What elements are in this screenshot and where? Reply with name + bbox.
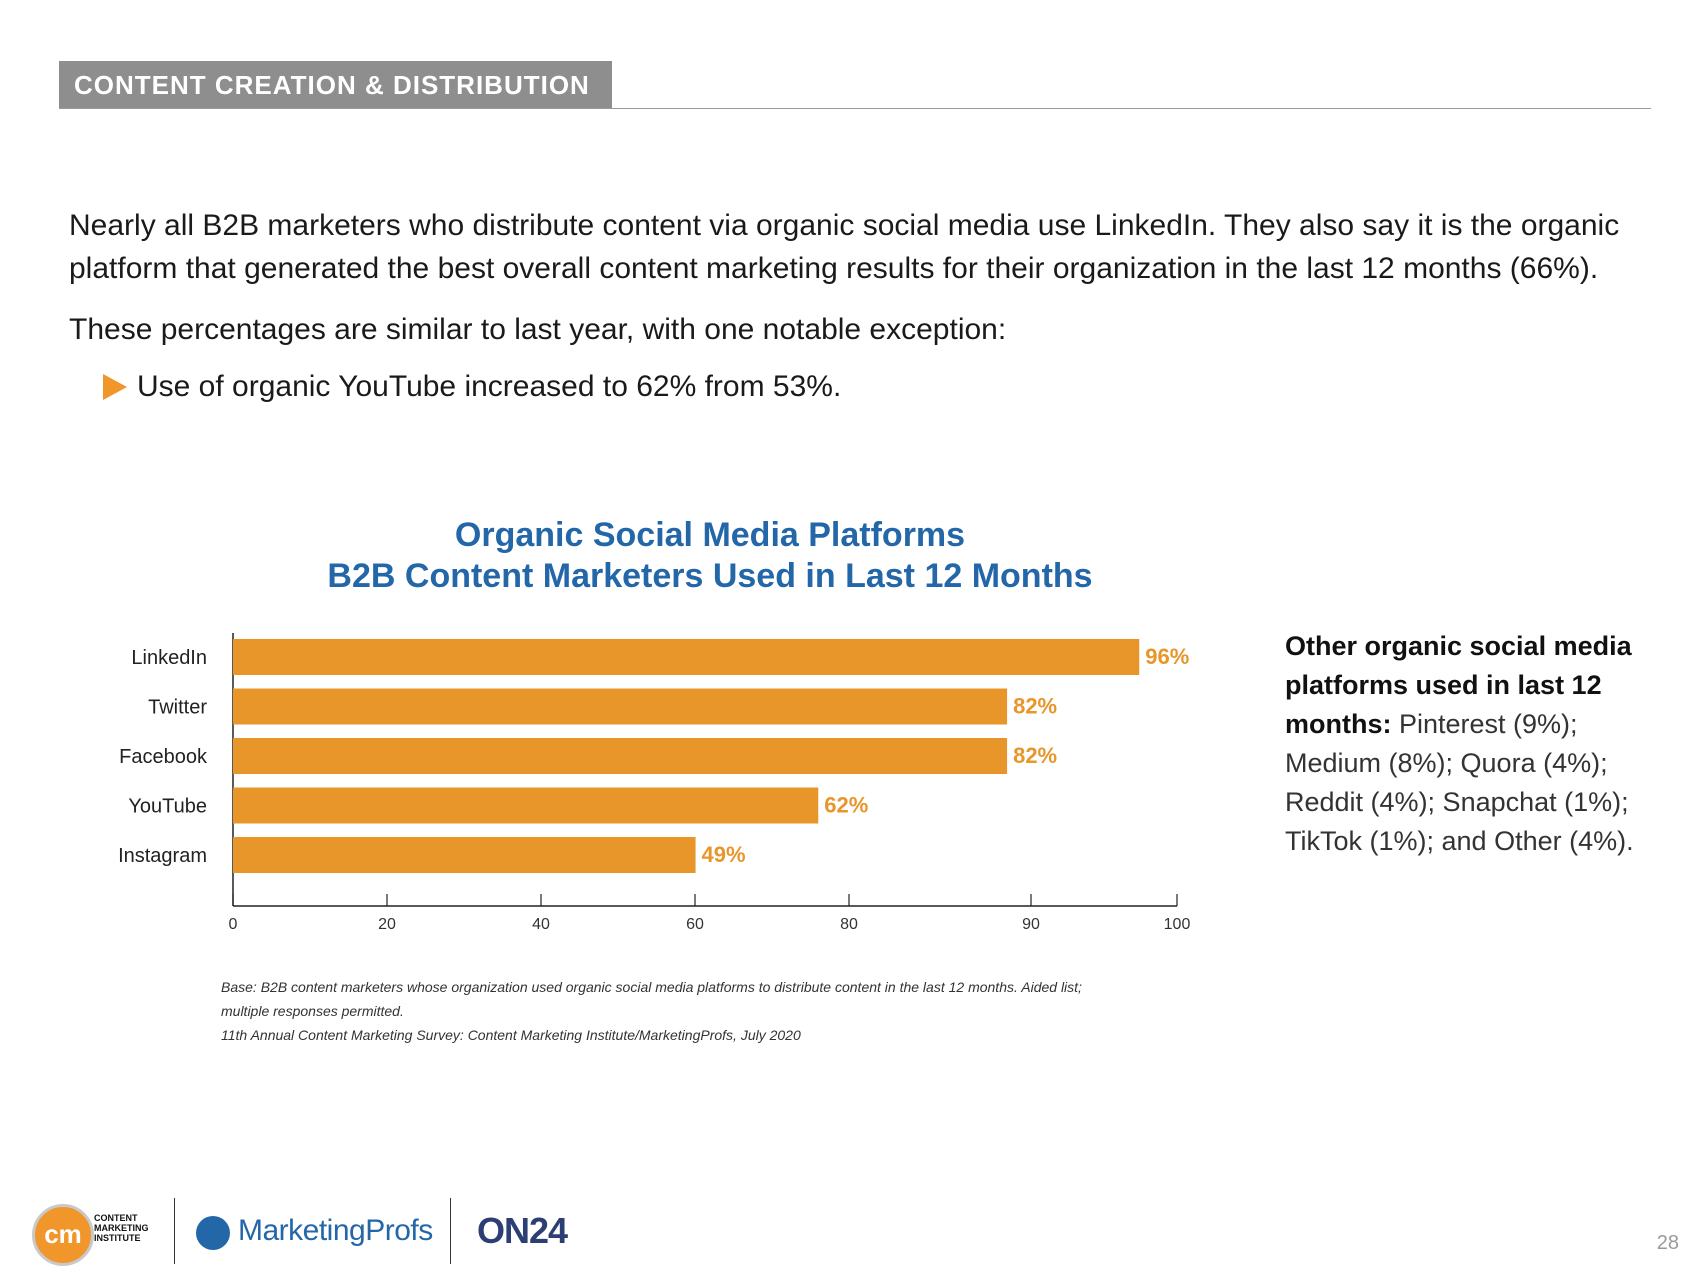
data-label: 82% bbox=[1013, 694, 1057, 719]
chart-title: Organic Social Media Platforms bbox=[454, 516, 966, 554]
intro-paragraph-2: These percentages are similar to last ye… bbox=[69, 313, 1007, 346]
marketingprofs-logo: MarketingProfs bbox=[238, 1214, 433, 1247]
header-divider bbox=[59, 108, 1651, 109]
cmi-logo-icon: cm bbox=[32, 1204, 94, 1266]
cmi-line-1: CONTENT bbox=[94, 1213, 138, 1223]
data-label: 62% bbox=[824, 793, 868, 818]
side-note: Other organic social media platforms use… bbox=[1285, 627, 1665, 861]
bar-instagram bbox=[233, 837, 696, 873]
cmi-line-3: INSTITUTE bbox=[94, 1233, 141, 1243]
side-note-heading: Other organic social media platforms use… bbox=[1285, 631, 1632, 739]
section-title: CONTENT CREATION & DISTRIBUTION bbox=[59, 61, 612, 109]
on24-logo: ON24 bbox=[477, 1210, 568, 1251]
bar-linkedin bbox=[233, 639, 1140, 675]
base-note-line-1: Base: B2B content marketers whose organi… bbox=[221, 979, 1082, 995]
logo-separator bbox=[450, 1198, 451, 1264]
category-label: LinkedIn bbox=[131, 647, 207, 669]
source-note: 11th Annual Content Marketing Survey: Co… bbox=[221, 1027, 801, 1043]
logo-separator bbox=[174, 1198, 175, 1264]
category-label: Twitter bbox=[148, 697, 207, 719]
x-tick-label: 80 bbox=[840, 916, 858, 933]
chart-title-block: Organic Social Media Platforms B2B Conte… bbox=[180, 515, 1240, 597]
page-number: 28 bbox=[1656, 1232, 1679, 1254]
marketingprofs-icon bbox=[196, 1216, 230, 1250]
bar-facebook bbox=[233, 738, 1008, 774]
category-label: Instagram bbox=[118, 845, 207, 867]
footer-logos: cm CONTENT MARKETING INSTITUTE Marketing… bbox=[30, 1196, 590, 1266]
category-label: YouTube bbox=[128, 796, 207, 818]
bar-twitter bbox=[233, 688, 1008, 725]
bullet-triangle-icon bbox=[103, 374, 127, 400]
cmi-line-2: MARKETING bbox=[94, 1223, 149, 1233]
x-tick-label: 20 bbox=[378, 916, 396, 933]
side-note-body: Pinterest (9%); Medium (8%); Quora (4%);… bbox=[1285, 709, 1634, 856]
data-label: 82% bbox=[1013, 743, 1057, 768]
bullet-item: Use of organic YouTube increased to 62% … bbox=[103, 365, 841, 408]
base-note-line-2: multiple responses permitted. bbox=[221, 1003, 404, 1019]
x-tick-label: 60 bbox=[686, 916, 704, 933]
x-tick-label: 40 bbox=[532, 916, 550, 933]
x-tick-label: 100 bbox=[1164, 916, 1191, 933]
cmi-logo-text: CONTENT MARKETING INSTITUTE bbox=[94, 1213, 149, 1243]
category-label: Facebook bbox=[119, 746, 208, 768]
x-tick-label: 0 bbox=[229, 916, 238, 933]
intro-paragraph-1: Nearly all B2B marketers who distribute … bbox=[69, 209, 1620, 285]
data-label: 49% bbox=[702, 842, 746, 867]
data-label: 96% bbox=[1145, 644, 1189, 669]
bullet-text: Use of organic YouTube increased to 62% … bbox=[137, 370, 842, 403]
bar-youtube bbox=[233, 787, 819, 824]
base-note: Base: B2B content marketers whose organi… bbox=[221, 975, 1161, 1047]
x-tick-label: 90 bbox=[1022, 916, 1040, 933]
chart-subtitle: B2B Content Marketers Used in Last 12 Mo… bbox=[327, 557, 1093, 595]
bar-chart: LinkedIn 96% Twitter 82% Facebook 82% YouTube 6… bbox=[118, 633, 1191, 933]
